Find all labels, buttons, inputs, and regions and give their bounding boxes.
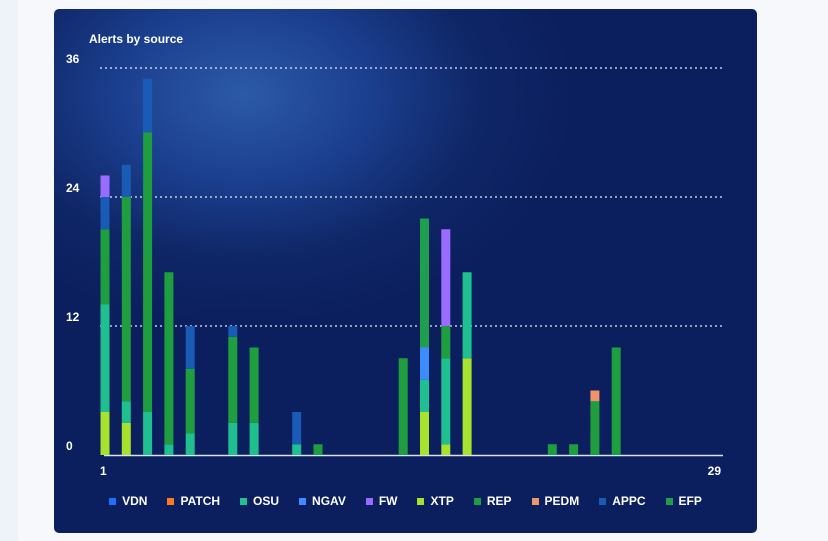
bar-segment-osu-7 — [228, 422, 238, 455]
legend-label: NGAV — [312, 494, 346, 508]
legend-item-osu[interactable]: OSU — [240, 493, 279, 509]
legend-swatch-osu — [240, 497, 248, 505]
bar-segment-rep-1 — [100, 229, 110, 305]
bar-segment-appc-7 — [228, 326, 238, 337]
legend-item-xtp[interactable]: XTP — [417, 493, 454, 509]
legend-swatch-patch — [167, 497, 175, 505]
x-tick-label-last: 29 — [708, 464, 722, 478]
legend-swatch-xtp — [417, 497, 425, 505]
legend-swatch-ngav — [299, 497, 307, 505]
bar-segment-osu-3 — [143, 412, 153, 455]
bar-segment-pedm-24 — [590, 390, 600, 402]
legend-label: FW — [378, 494, 398, 508]
legend-item-ngav[interactable]: NGAV — [299, 493, 346, 509]
bar-segment-osu-4 — [164, 444, 174, 455]
bar-segment-osu-2 — [121, 401, 131, 423]
legend-swatch-fw — [365, 497, 373, 505]
bar-segment-efp-16 — [420, 218, 429, 348]
bar-segment-rep-4 — [164, 272, 174, 445]
bar-segment-osu-1 — [100, 304, 110, 412]
bar-segment-rep-15 — [398, 358, 408, 455]
bar-segment-appc-10 — [292, 412, 302, 445]
bar-segment-osu-5 — [185, 433, 195, 455]
bar-segment-rep-7 — [228, 336, 238, 423]
legend-label: APPC — [612, 494, 646, 508]
legend-swatch-rep — [473, 497, 481, 505]
legend-item-appc[interactable]: APPC — [599, 493, 646, 509]
bar-segment-xtp-18 — [462, 358, 472, 455]
bar-segment-fw-17 — [441, 229, 451, 326]
legend-swatch-efp — [665, 497, 673, 505]
bar-segment-osu-16 — [420, 379, 429, 412]
legend-item-efp[interactable]: EFP — [665, 493, 702, 509]
legend-label: VDN — [122, 494, 148, 508]
bar-segment-rep-5 — [185, 369, 195, 434]
bar-segment-appc-2 — [121, 164, 131, 197]
legend-item-patch[interactable]: PATCH — [167, 493, 220, 509]
legend-item-vdn[interactable]: VDN — [109, 493, 147, 509]
legend-swatch-pedm — [531, 497, 539, 505]
bar-segment-xtp-2 — [121, 422, 131, 455]
bar-segment-rep-23 — [569, 444, 579, 455]
bar-segment-rep-17 — [441, 326, 451, 359]
bar-segment-osu-10 — [292, 444, 302, 455]
bar-segment-ngav-16 — [420, 347, 429, 380]
x-tick-label-first: 1 — [100, 464, 107, 478]
y-tick-label-24: 24 — [66, 181, 80, 195]
bar-segment-rep-11 — [313, 444, 323, 455]
bar-segment-rep-8 — [249, 347, 259, 423]
legend-label: OSU — [253, 494, 280, 508]
alerts-by-source-card: Alerts by source 0 12 24 36 1 29 VDN PATCH OSU N… — [54, 9, 757, 533]
bar-segment-fw-1 — [100, 175, 110, 197]
bar-segment-appc-3 — [143, 78, 153, 133]
legend-item-fw[interactable]: FW — [365, 493, 398, 509]
bar-segment-osu-17 — [441, 358, 451, 445]
legend-label: EFP — [678, 494, 702, 508]
bar-segment-rep-3 — [143, 132, 153, 412]
legend-label: REP — [486, 494, 512, 508]
bar-segment-osu-8 — [249, 422, 259, 455]
legend-item-pedm[interactable]: PEDM — [531, 493, 580, 509]
y-tick-label-12: 12 — [66, 310, 80, 324]
legend-item-rep[interactable]: REP — [473, 493, 512, 509]
bar-segment-xtp-1 — [100, 412, 110, 455]
y-tick-label-36: 36 — [66, 52, 80, 66]
bar-segment-appc-1 — [100, 197, 110, 230]
legend-label: XTP — [430, 494, 454, 508]
stacked-bar-chart: 0 12 24 36 1 29 — [66, 52, 723, 478]
legend-label: PATCH — [180, 494, 221, 508]
bar-segment-rep-25 — [611, 347, 621, 455]
bar-segment-xtp-16 — [420, 412, 429, 455]
legend-swatch-vdn — [109, 497, 117, 505]
bar-segment-xtp-17 — [441, 444, 451, 455]
bar-segment-osu-18 — [462, 272, 472, 359]
legend-label: PEDM — [544, 494, 580, 508]
chart-legend: VDN PATCH OSU NGAV FW XTP REP PEDM APPC EFP — [54, 493, 757, 509]
bar-segment-rep-24 — [590, 401, 600, 455]
y-tick-label-0: 0 — [66, 439, 73, 453]
bar-segment-appc-5 — [185, 326, 195, 369]
legend-swatch-appc — [599, 497, 607, 505]
bar-segment-rep-22 — [547, 444, 557, 455]
bar-segment-rep-2 — [121, 197, 131, 402]
chart-title: Alerts by source — [89, 32, 184, 46]
